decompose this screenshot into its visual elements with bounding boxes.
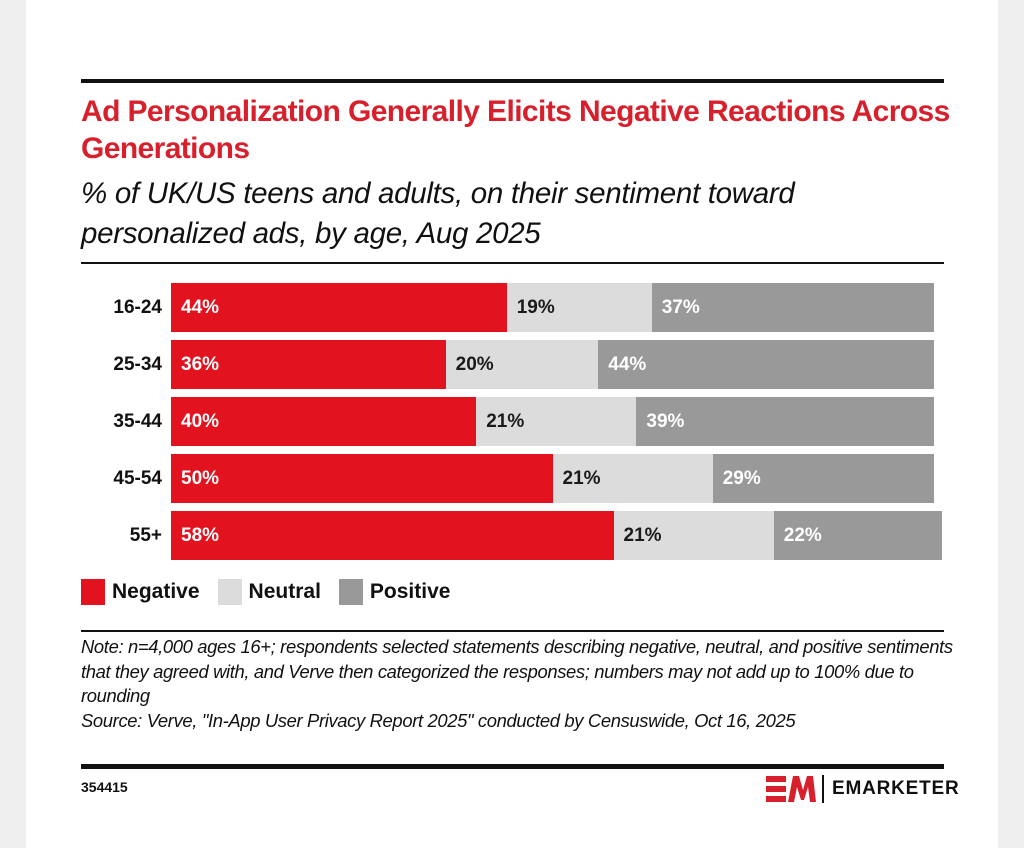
legend: Negative Neutral Positive (81, 577, 468, 607)
legend-label: Neutral (248, 580, 321, 603)
bar-segment-negative (171, 397, 477, 446)
data-label: 44% (608, 354, 647, 375)
emarketer-logo: EMARKETER (766, 774, 960, 804)
category-label: 16-24 (113, 297, 162, 318)
category-label: 45-54 (113, 468, 162, 489)
top-rule (81, 79, 944, 83)
bar-segment-positive (636, 397, 934, 446)
em-logo-icon (766, 776, 816, 802)
bar-segment-neutral (476, 397, 637, 446)
legend-label: Negative (112, 580, 200, 603)
legend-label: Positive (369, 580, 451, 603)
data-label: 50% (181, 468, 220, 489)
chart-id: 354415 (81, 779, 128, 795)
data-label: 19% (516, 297, 555, 318)
bar-segment-negative (171, 511, 614, 560)
bar-segment-positive (651, 283, 934, 332)
data-label: 20% (455, 354, 494, 375)
data-label: 29% (722, 468, 761, 489)
legend-swatch (217, 579, 242, 605)
category-label: 35-44 (113, 411, 162, 432)
bar-segment-positive (773, 511, 942, 560)
category-label: 25-34 (113, 354, 162, 375)
stacked-bar-chart: 16-24 44% 19% 37% 25-34 36% 20% 44% 35-44 40% 21% 3… (113, 283, 942, 560)
bottom-rule (81, 764, 944, 769)
data-label: 22% (783, 525, 822, 546)
bar-segment-neutral (552, 454, 713, 503)
category-label: 55+ (129, 525, 162, 546)
data-label: 21% (623, 525, 662, 546)
legend-swatch (81, 579, 105, 605)
chart-subtitle: % of UK/US teens and adults, on their se… (81, 177, 795, 250)
data-label: 39% (646, 411, 685, 432)
bar-segment-negative (171, 454, 553, 503)
bar-segment-positive (598, 340, 934, 389)
header-divider (81, 262, 944, 264)
note-divider (81, 630, 944, 632)
data-label: 36% (181, 354, 220, 375)
data-label: 21% (486, 411, 525, 432)
legend-item-positive: Positive (338, 579, 451, 605)
chart-title: Ad Personalization Generally Elicits Neg… (81, 95, 950, 165)
source-text: Source: Verve, "In-App User Privacy Repo… (81, 709, 796, 731)
legend-item-neutral: Neutral (217, 579, 321, 605)
notes: Note: n=4,000 ages 16+; respondents sele… (81, 635, 961, 733)
brand-name: EMARKETER (832, 778, 960, 799)
bar-segment-positive (712, 454, 934, 503)
bar-segment-neutral (613, 511, 774, 560)
legend-swatch (338, 579, 363, 605)
data-label: 40% (181, 411, 220, 432)
logo-divider (822, 775, 824, 803)
bar-segment-negative (171, 283, 507, 332)
data-label: 37% (661, 297, 700, 318)
bar-segment-neutral (506, 283, 652, 332)
data-label: 58% (181, 525, 220, 546)
data-label: 21% (562, 468, 601, 489)
bar-segment-neutral (445, 340, 599, 389)
bar-segment-negative (171, 340, 446, 389)
note-text: Note: n=4,000 ages 16+; respondents sele… (81, 636, 953, 706)
legend-item-negative: Negative (81, 579, 200, 605)
data-label: 44% (181, 297, 220, 318)
